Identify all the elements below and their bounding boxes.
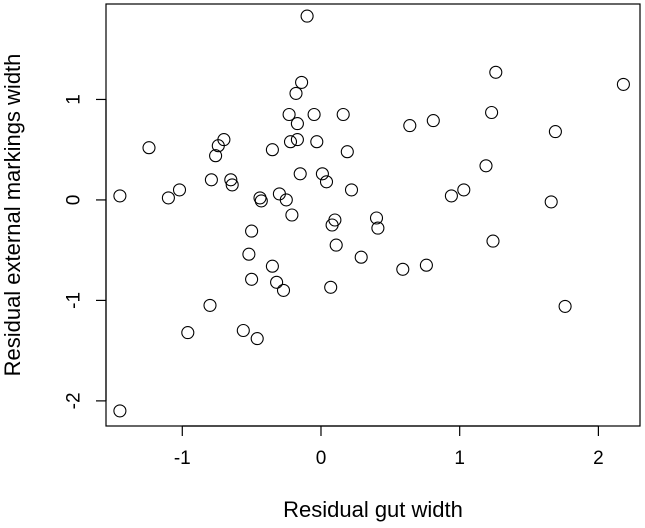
data-point (396, 262, 410, 276)
data-point (209, 149, 223, 163)
data-point (329, 238, 343, 252)
y-tick-label: -1 (64, 292, 85, 309)
data-point (279, 193, 293, 207)
data-point (181, 326, 195, 340)
data-point (419, 258, 433, 272)
data-point (324, 280, 338, 294)
data-point (282, 107, 296, 122)
data-point (354, 250, 368, 264)
data-point (344, 183, 359, 197)
x-tick-label: -1 (174, 448, 191, 469)
data-point (444, 189, 458, 203)
data-point (616, 77, 630, 91)
data-point (272, 187, 286, 201)
data-point (371, 221, 385, 235)
data-point (315, 167, 329, 181)
data-point (172, 183, 187, 197)
data-point (293, 167, 307, 181)
data-point (265, 143, 279, 157)
data-point (307, 107, 321, 122)
x-axis-label: Residual gut width (283, 497, 463, 522)
data-point (548, 125, 562, 139)
x-tick-label: 2 (593, 448, 604, 469)
data-point (217, 133, 231, 147)
data-point (204, 173, 218, 187)
y-axis: -2 -1 0 1 (64, 94, 107, 409)
data-point (285, 208, 299, 222)
data-point (270, 275, 284, 289)
data-point (161, 191, 175, 205)
x-axis: -1 0 1 2 (174, 425, 604, 469)
points-layer (113, 9, 630, 418)
data-point (245, 224, 259, 238)
x-tick-label: 1 (454, 448, 465, 469)
plot-frame (105, 3, 641, 427)
data-point (295, 75, 309, 89)
data-point (486, 234, 500, 248)
data-point (340, 145, 354, 159)
y-tick-label: -2 (64, 392, 85, 409)
data-point (369, 211, 384, 225)
data-point (319, 175, 334, 189)
data-point (300, 9, 314, 23)
data-point (310, 135, 324, 149)
data-point (290, 117, 304, 131)
y-tick-label: 1 (64, 94, 85, 105)
data-point (113, 404, 127, 418)
data-point (426, 114, 440, 128)
data-point (224, 173, 238, 187)
data-point (479, 159, 493, 173)
data-point (485, 105, 499, 120)
data-point (236, 323, 250, 338)
data-point (489, 65, 503, 79)
data-point (290, 133, 304, 147)
data-point (544, 195, 558, 209)
y-axis-label: Residual external markings width (0, 54, 25, 377)
x-tick-label: 0 (316, 448, 327, 469)
data-point (558, 299, 572, 313)
data-point (283, 135, 298, 149)
data-point (457, 183, 471, 197)
data-point (403, 119, 417, 133)
data-point (276, 283, 291, 297)
data-point (254, 194, 268, 208)
data-point (250, 332, 264, 346)
data-point (336, 107, 350, 122)
data-point (242, 247, 256, 261)
data-point (245, 272, 259, 286)
data-point (142, 141, 156, 155)
y-tick-label: 0 (64, 195, 85, 206)
data-point (225, 178, 239, 192)
data-point (265, 259, 279, 273)
data-point (113, 189, 127, 203)
data-point (203, 298, 217, 312)
data-point (289, 86, 303, 100)
data-point (328, 213, 342, 227)
